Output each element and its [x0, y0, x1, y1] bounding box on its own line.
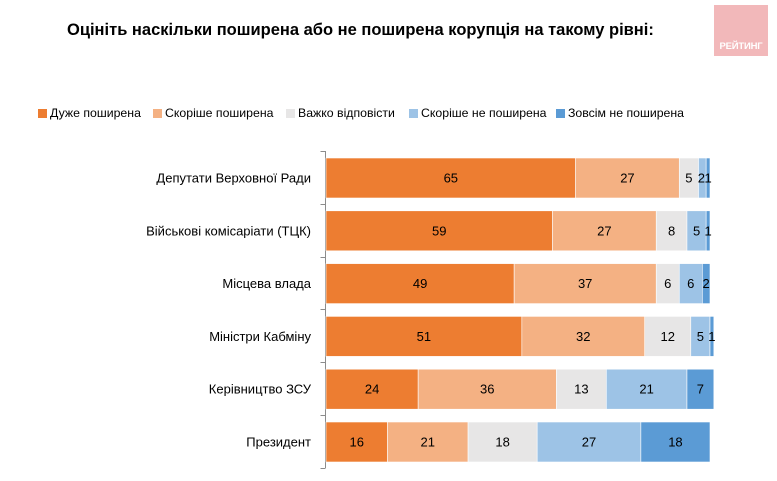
category-label: Місцева влада [222, 276, 311, 291]
legend-swatch [38, 108, 47, 118]
data-label: 8 [668, 223, 675, 238]
bar-segment [325, 421, 388, 463]
data-label: 2 [698, 171, 705, 186]
data-label: 21 [421, 435, 435, 450]
bar-segment [640, 421, 711, 463]
bar-segment [417, 368, 557, 410]
legend-item: Зовсім не поширена [556, 106, 684, 120]
legend-item: Скоріше поширена [153, 106, 273, 120]
data-label: 18 [495, 435, 509, 450]
legend-item: Дуже поширена [38, 106, 141, 120]
data-label: 7 [697, 382, 704, 397]
bar-segment [521, 316, 646, 357]
data-label: 1 [708, 329, 715, 344]
category-label: Керівництво ЗСУ [209, 382, 312, 397]
data-label: 2 [703, 276, 710, 291]
bar-segment [709, 316, 715, 357]
bar-segment [556, 368, 607, 410]
data-label: 37 [578, 276, 592, 291]
bar-segment [552, 210, 657, 252]
legend-label: Скоріше не поширена [421, 106, 547, 120]
bar-row: Міністри Кабміну 51 32 12 5 1 [209, 316, 716, 357]
bar-segment [513, 263, 657, 304]
data-label: 6 [687, 276, 694, 291]
bar-segment [606, 368, 688, 410]
category-label: Міністри Кабміну [209, 329, 311, 344]
legend-item: Важко відповісти [286, 106, 395, 120]
legend-label: Зовсім не поширена [568, 106, 684, 120]
data-label: 5 [693, 223, 700, 238]
data-label: 13 [574, 382, 588, 397]
logo-text: РЕЙТИНГ [719, 41, 763, 52]
bar-segment [536, 421, 642, 463]
legend-swatch [153, 108, 162, 118]
bar-segment [325, 157, 576, 199]
bar-segment [705, 210, 711, 252]
category-label: Депутати Верховної Ради [156, 171, 311, 186]
bar-segment [575, 157, 680, 199]
data-label: 6 [664, 276, 671, 291]
bar-segment [325, 263, 515, 304]
bar-segment [702, 263, 711, 304]
legend-label: Скоріше поширена [165, 106, 274, 120]
data-label: 21 [639, 382, 653, 397]
data-label: 27 [620, 171, 634, 186]
data-label: 27 [582, 435, 596, 450]
data-label: 1 [704, 223, 711, 238]
legend-swatch [556, 108, 565, 118]
data-label: 59 [432, 223, 446, 238]
bar-row: Керівництво ЗСУ 24 36 13 21 7 [209, 368, 715, 410]
data-label: 5 [685, 171, 692, 186]
bar-segment [325, 368, 419, 410]
bar-segment [686, 368, 715, 410]
data-label: 51 [417, 329, 431, 344]
category-label: Президент [246, 435, 311, 450]
legend-swatch [409, 108, 418, 118]
data-label: 24 [365, 382, 379, 397]
data-label: 5 [697, 329, 704, 344]
bar-segment [325, 316, 523, 357]
data-label: 36 [480, 382, 494, 397]
data-label: 12 [661, 329, 675, 344]
data-label: 18 [668, 435, 682, 450]
data-label: 16 [349, 435, 363, 450]
data-label: 1 [704, 171, 711, 186]
bar-segment [325, 210, 553, 252]
data-label: 32 [576, 329, 590, 344]
legend-item: Скоріше не поширена [409, 106, 547, 120]
bar-segment [467, 421, 538, 463]
bar-row: Депутати Верховної Ради 65 27 5 2 1 [156, 157, 712, 199]
rating-logo: РЕЙТИНГ [714, 5, 768, 56]
data-label: 65 [444, 171, 458, 186]
data-label: 27 [597, 223, 611, 238]
legend-swatch [286, 108, 295, 118]
bar-row: Місцева влада 49 37 6 6 2 [222, 263, 711, 304]
legend-label: Дуже поширена [50, 106, 141, 120]
bar-row: Військові комісаріати (ТЦК) 59 27 8 5 1 [146, 210, 712, 252]
data-label: 49 [413, 276, 427, 291]
bar-row: Президент 16 21 18 27 18 [246, 421, 711, 463]
legend-label: Важко відповісти [298, 106, 395, 120]
category-label: Військові комісаріати (ТЦК) [146, 223, 311, 238]
chart-title: Оцініть наскільки поширена або не пошире… [67, 21, 654, 39]
bar-segment [705, 157, 711, 199]
bar-segment [644, 316, 692, 357]
